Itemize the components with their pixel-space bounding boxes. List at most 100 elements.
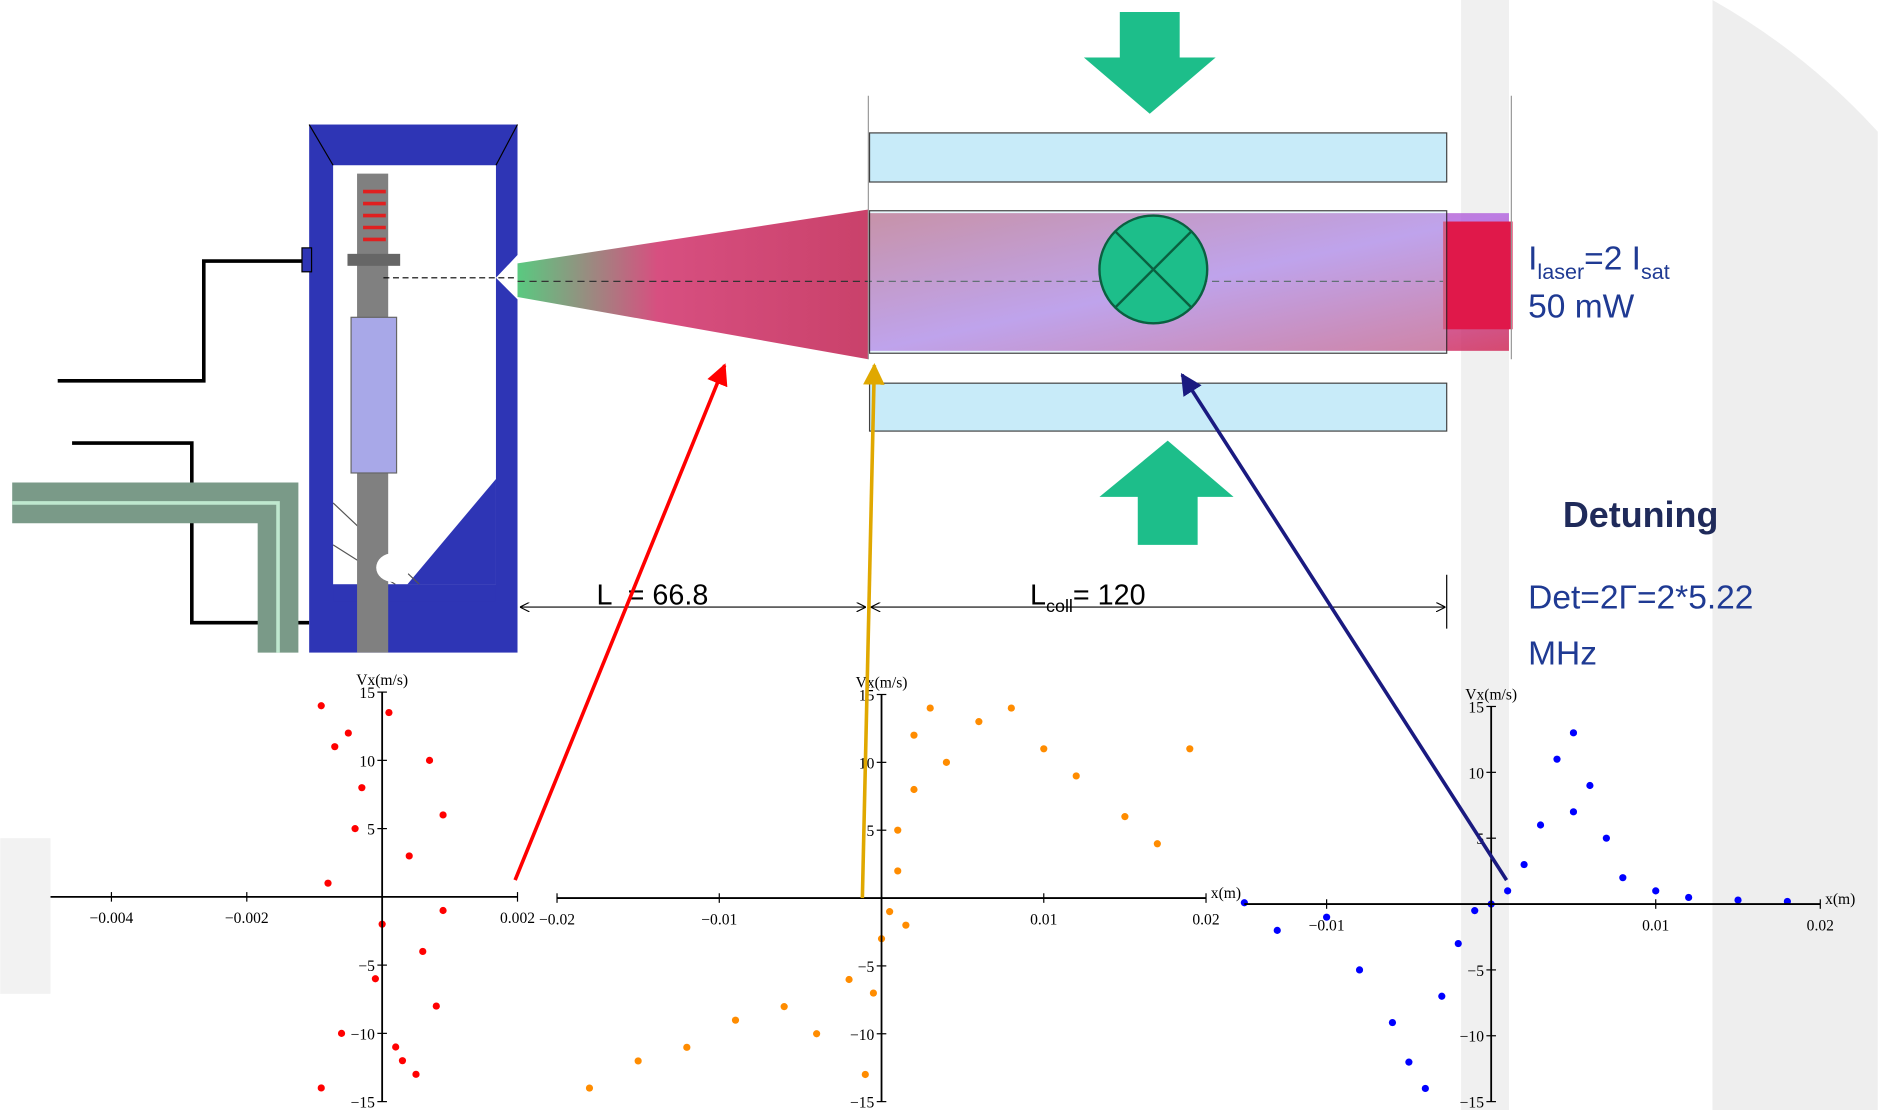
scatter-point (870, 989, 877, 996)
x-tick-label: 0.02 (1807, 917, 1834, 934)
scatter-point (910, 732, 917, 739)
scatter-point (318, 702, 325, 709)
x-axis-label: x(m) (1211, 885, 1241, 902)
y-axis-label: Vx(m/s) (1465, 686, 1517, 703)
scatter-point (412, 1071, 419, 1078)
lcoll-value: = 120 (1073, 580, 1146, 612)
scatter-point (845, 976, 852, 983)
scatter-point (1040, 745, 1047, 752)
scatter-point (1356, 966, 1363, 973)
scatter-point (1241, 899, 1248, 906)
scatter-point (426, 757, 433, 764)
i-symbol: I (1528, 240, 1537, 277)
scatter-point (910, 786, 917, 793)
detuning-line: MHz (1528, 636, 1597, 673)
y-tick-label: −10 (351, 1026, 376, 1043)
y-tick-label: 10 (1468, 765, 1484, 782)
scatter-point (1154, 840, 1161, 847)
scatter-point (1008, 704, 1015, 711)
scatter-point (813, 1030, 820, 1037)
x-tick-label: −0.01 (1309, 917, 1345, 934)
x-tick-label: −0.004 (90, 910, 134, 927)
y-tick-label: −15 (1460, 1095, 1485, 1110)
scatter-point (1652, 887, 1659, 894)
page: {"diagram":{ "laser":{"i1":"I","sub1":"l… (0, 0, 1878, 1110)
sat-sub: sat (1641, 259, 1670, 284)
lcoll-symbol: L (1030, 580, 1046, 612)
scatter-point (1504, 887, 1511, 894)
scatter-point (781, 1003, 788, 1010)
l0-symbol: L (597, 580, 613, 612)
y-tick-label: −15 (850, 1095, 875, 1110)
scatter-point (1537, 821, 1544, 828)
scatter-point (1685, 894, 1692, 901)
detuning-title: Detuning (1563, 494, 1719, 535)
detuning-line: Det=2Γ=2*5.22 (1528, 579, 1753, 616)
x-tick-label: −0.002 (225, 910, 269, 927)
scatter-point (439, 811, 446, 818)
pointer-arrow (1182, 375, 1506, 880)
laser-arrow-down (1084, 12, 1216, 114)
scatter-point (1471, 907, 1478, 914)
scatter-point (1073, 772, 1080, 779)
pointer-arrow (515, 365, 725, 880)
x-tick-label: −0.02 (539, 911, 575, 928)
scatter-point (732, 1017, 739, 1024)
pipes (12, 261, 309, 653)
scatter-point (943, 759, 950, 766)
laser-sub: laser (1537, 259, 1584, 284)
scatter-point (975, 718, 982, 725)
atom-beam (518, 210, 869, 360)
y-axis-label: Vx(m/s) (356, 672, 408, 689)
scatter-point (338, 1030, 345, 1037)
atom-beam (1443, 222, 1512, 330)
scatter-point (324, 880, 331, 887)
scatter-point (927, 704, 934, 711)
laser-into-page (1099, 216, 1207, 324)
lcoll-sub: coll (1046, 596, 1073, 616)
x-axis-label: x(m) (1825, 891, 1855, 908)
scatter-point (1586, 782, 1593, 789)
x-tick-label: 0.01 (1030, 911, 1057, 928)
scatter-point (1619, 874, 1626, 881)
intensity-ratio: =2 I (1584, 240, 1641, 277)
laser-power: 50 mW (1528, 288, 1635, 325)
scatter-point (586, 1084, 593, 1091)
scatter-point (902, 922, 909, 929)
y-tick-label: 5 (867, 823, 875, 840)
scatter-point (1438, 993, 1445, 1000)
scatter-point (419, 948, 426, 955)
y-tick-label: −10 (850, 1027, 875, 1044)
scatter-point (385, 709, 392, 716)
y-tick-label: −15 (351, 1095, 376, 1110)
oven (302, 125, 518, 653)
scatter-point (635, 1057, 642, 1064)
scatter-point (683, 1044, 690, 1051)
lcoll-label: Lcoll= 120 (1030, 580, 1146, 616)
scatter-point (1734, 897, 1741, 904)
y-axis-label: Vx(m/s) (856, 674, 908, 691)
y-tick-label: −5 (358, 958, 375, 975)
scatter-point (894, 827, 901, 834)
scatter-point (345, 729, 352, 736)
scatter-point (318, 1084, 325, 1091)
l0-value: = 66.8 (628, 580, 709, 612)
background-logo (1713, 0, 1878, 1110)
scatter-point (399, 1057, 406, 1064)
scatter-point (886, 908, 893, 915)
laser-intensity: Ilaser=2 Isat (1528, 240, 1670, 284)
scatter-point (351, 825, 358, 832)
x-tick-label: 0.02 (1192, 911, 1219, 928)
scatter-point (1121, 813, 1128, 820)
y-tick-label: 5 (367, 822, 375, 839)
scatter-point (372, 975, 379, 982)
x-tick-label: 0.002 (500, 910, 535, 927)
scatter-point (1274, 927, 1281, 934)
y-tick-label: −5 (858, 959, 875, 976)
scatter-point (894, 867, 901, 874)
scatter-point (1520, 861, 1527, 868)
scatter-point (1405, 1059, 1412, 1066)
laser-arrow-up (1099, 441, 1233, 545)
y-tick-label: −10 (1460, 1029, 1485, 1046)
